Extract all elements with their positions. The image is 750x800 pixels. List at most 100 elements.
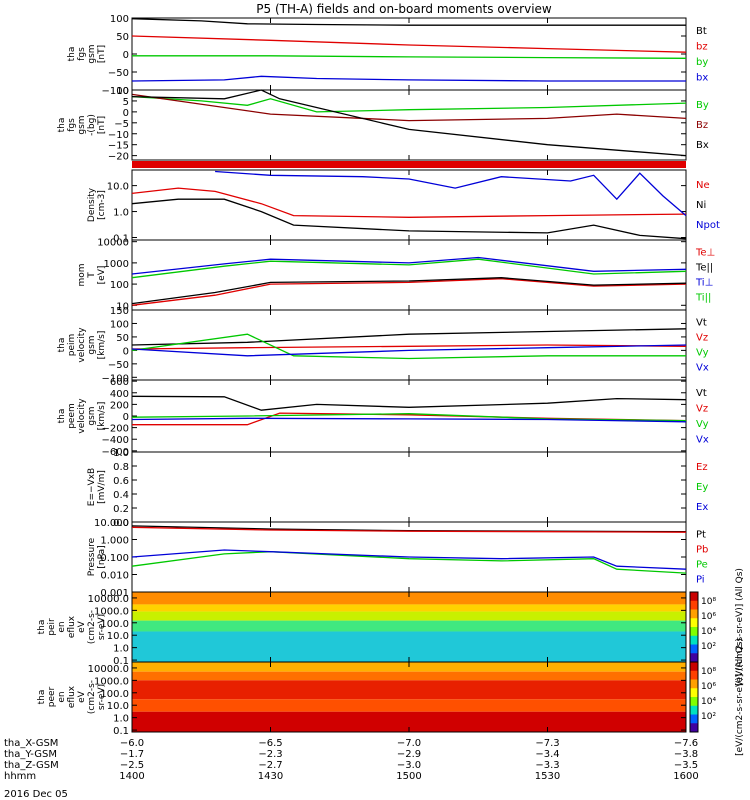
y-tick-label: 100.0 [100,619,129,630]
series-line-Te⊥ [131,278,687,306]
y-tick-label: 0 [123,412,129,423]
x-row-value: −2.3 [258,749,282,760]
series-line-Vy [131,413,687,422]
legend-entry: bx [696,72,708,83]
y-axis-label: [km/s] [97,331,107,360]
y-tick-label: 10000.0 [88,664,129,675]
y-tick-label: 50 [116,333,129,344]
panel-frame [131,451,687,523]
y-tick-label: 0.1 [113,233,129,244]
x-row-value: −6.0 [120,738,144,749]
colorbar-tick-label: 10² [701,642,716,652]
colorbar-tick-label: 10² [701,712,716,722]
legend-entry: Vt [696,388,707,399]
y-axis-label: eflux [67,615,77,638]
series-line-Ti|| [131,258,687,279]
y-axis-label: [nT] [97,45,107,63]
y-axis-label: [km/s] [97,402,107,431]
panel-fgs_mag: 100 50 0 −50 −100 tha fgs gsm [nT] Bt bz by bx [67,14,708,97]
series-line-by [132,55,687,59]
y-tick-label: 10.0 [107,701,129,712]
y-tick-label: 100 [110,280,129,291]
x-row-value: −1.7 [120,749,144,760]
colorbar-0: 10⁸ 10⁶ 10⁴ 10² [eV/(cm2-s-sr-eV)] (All Qs) [689,568,745,686]
y-tick-label: 0.0 [113,518,129,529]
y-axis-label: sr-eV) [97,684,107,710]
colorbar-segment [690,609,698,619]
x-row-value: −6.5 [258,738,282,749]
series-line-Vt [131,395,687,411]
colorbar-segment [690,688,698,698]
series-line-Ni [131,198,687,240]
y-axis-label: peir [47,618,57,636]
y-tick-label: 100.0 [100,689,129,700]
y-axis-label: tha [57,409,67,424]
x-row-value: 1430 [258,771,283,782]
heatmap-band-2 [132,680,686,700]
y-tick-label: 1.0 [113,448,129,459]
series-line-Vt [131,328,687,346]
colorbar-segment [690,627,698,637]
y-tick-label: −100 [102,373,129,384]
y-tick-label: 1000.0 [94,676,129,687]
y-axis-label: [cm-3] [97,190,107,220]
y-axis-label: [mV/m] [97,470,107,504]
legend-entry: Pi [696,575,705,586]
legend-entry: Vy [696,419,709,430]
x-row-value: 1600 [673,771,698,782]
y-axis-label: tha [57,338,67,353]
legend-entry: Vz [696,333,708,344]
y-axis-label: en [57,691,67,702]
series-line-Npot [215,170,687,217]
series-line-Vx [131,344,687,357]
y-tick-label: −5 [114,119,129,130]
colorbar-tick-label: 10⁴ [701,627,716,637]
legend-entry: Vy [696,348,709,359]
y-tick-label: 0.4 [113,490,129,501]
colorbar-frame [689,661,699,733]
legend-entry: Ez [696,462,708,473]
colorbar-segment [690,618,698,628]
y-tick-label: 10 [116,86,129,97]
y-tick-label: 0.1 [113,656,129,667]
series-line-bz [131,35,687,53]
colorbar-label: [eV/(cm2-s-sr-eV)] (All Qs) [735,638,745,756]
y-axis-label: tha [37,620,47,635]
colorbar-segment [690,714,698,724]
legend-entry: Bt [696,26,707,37]
date-label: 2016 Dec 05 [4,789,68,800]
y-axis-label: Density [87,187,97,222]
series-line-By [131,95,687,113]
y-axis-label: gsm [87,335,97,354]
y-tick-label: 150 [110,306,129,317]
legend-entry: Ti⊥ [695,278,713,289]
y-axis-label: [nT] [97,116,107,134]
legend-entry: Ni [696,200,706,211]
y-tick-label: 1.0 [113,644,129,655]
heatmap-band-1 [132,671,686,681]
y-tick-label: 10.000 [94,518,129,529]
y-tick-label: −50 [108,360,129,371]
y-tick-label: 100 [110,319,129,330]
y-tick-label: −100 [102,86,129,97]
legend-entry: Npot [696,220,720,231]
x-row-value: −2.7 [258,760,282,771]
y-axis-label: peim [67,334,77,357]
colorbar-segment [690,679,698,689]
series-line-Bt [131,18,686,26]
heatmap-band-1 [132,604,686,612]
y-tick-label: −10 [108,130,129,141]
y-tick-label: 0.8 [113,462,129,473]
y-tick-label: 0.100 [100,553,129,564]
y-axis-label: fgs [67,118,77,132]
y-axis-label: tha [67,47,77,62]
series-line-Bx [131,89,687,157]
y-axis-label: tha [37,690,47,705]
x-row-value: −2.9 [397,749,421,760]
y-axis-label: sr-eV) [97,614,107,640]
y-tick-label: −50 [108,68,129,79]
y-axis-label: gsm [87,406,97,425]
